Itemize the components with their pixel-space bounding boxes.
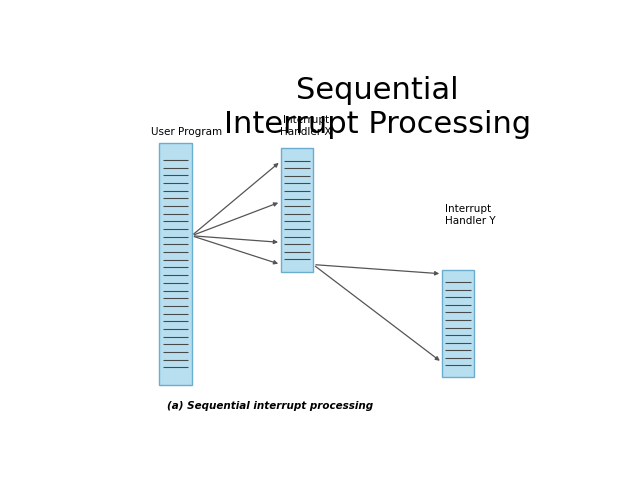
Bar: [442, 270, 474, 377]
Bar: [281, 148, 313, 272]
Text: Interrupt
Handler Y: Interrupt Handler Y: [445, 204, 495, 226]
Text: (a) Sequential interrupt processing: (a) Sequential interrupt processing: [167, 401, 373, 410]
Text: Interrupt
Handler X: Interrupt Handler X: [280, 116, 332, 137]
Text: User Program: User Program: [151, 127, 222, 137]
Text: Sequential
Interrupt Processing: Sequential Interrupt Processing: [224, 76, 531, 139]
Bar: [159, 143, 191, 384]
